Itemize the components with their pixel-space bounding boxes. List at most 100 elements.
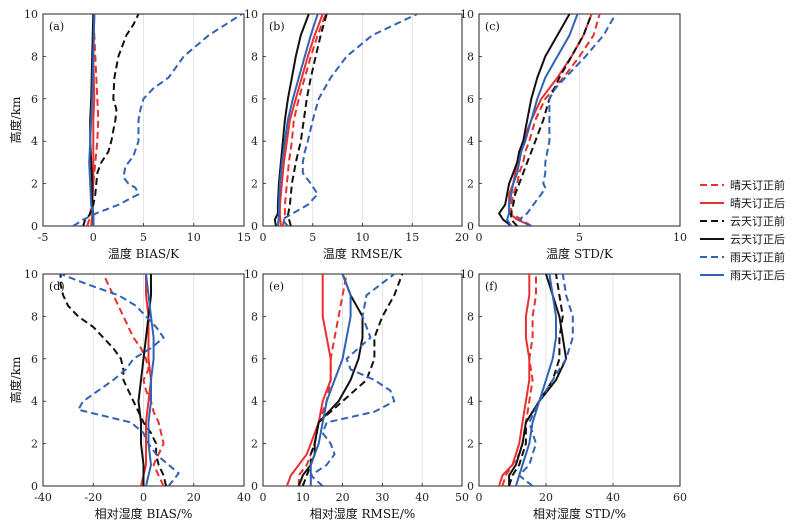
y-tick-label: 0 <box>251 480 258 493</box>
series-line-3 <box>82 13 140 227</box>
y-tick-label: 0 <box>31 220 38 233</box>
legend-label: 云天订正前 <box>730 214 785 228</box>
y-tick-label: 4 <box>31 135 38 148</box>
panel-label: (e) <box>269 280 284 293</box>
y-tick-label: 4 <box>251 395 258 408</box>
y-tick-label: 4 <box>467 135 474 148</box>
series-line-6 <box>506 13 579 227</box>
legend-label: 晴天订正前 <box>730 178 785 192</box>
legend-label: 雨天订正后 <box>730 269 785 282</box>
series-line-2 <box>285 274 332 487</box>
legend-entry: 云天订正后 <box>700 233 785 246</box>
legend-entry: 雨天订正后 <box>700 269 785 282</box>
series-line-3 <box>59 274 168 487</box>
y-tick-label: 6 <box>251 93 258 106</box>
y-tick-label: 6 <box>467 353 474 366</box>
series-line-4 <box>498 13 571 227</box>
x-axis-label: 相对湿度 BIAS/% <box>95 506 193 521</box>
panel-d: -40 -20 0 20 40 0 2 4 6 8 10 (d) 相对湿度 BIAS/% 高度/km <box>8 268 251 521</box>
series-line-5 <box>60 273 180 487</box>
x-tick-label: 20 <box>336 491 350 504</box>
x-tick-label: 0 <box>476 491 483 504</box>
panel-b: 0 5 10 15 20 0 2 4 6 8 10 (b) 温度 RMSE/K <box>244 8 469 261</box>
y-tick-label: 6 <box>251 353 258 366</box>
y-tick-label: 4 <box>31 395 38 408</box>
series-line-5 <box>518 273 574 487</box>
y-tick-label: 0 <box>251 220 258 233</box>
y-tick-label: 4 <box>467 395 474 408</box>
y-tick-label: 10 <box>460 268 474 281</box>
series-line-1 <box>281 13 327 227</box>
x-tick-label: 5 <box>140 231 147 244</box>
y-tick-label: 4 <box>251 135 258 148</box>
panel-label: (d) <box>49 280 65 293</box>
y-tick-label: 2 <box>251 438 258 451</box>
x-tick-label: 0 <box>140 491 147 504</box>
series-line-3 <box>286 13 328 227</box>
x-tick-label: 10 <box>356 231 370 244</box>
series-line-3 <box>301 273 404 487</box>
x-axis-label: 相对湿度 STD/% <box>533 506 626 521</box>
x-tick-label: 10 <box>296 491 310 504</box>
panel-label: (f) <box>485 280 498 293</box>
x-tick-label: 15 <box>405 231 419 244</box>
series-line-5 <box>280 13 418 227</box>
legend-label: 雨天订正前 <box>730 250 785 264</box>
x-tick-label: 10 <box>673 231 687 244</box>
series-line-5 <box>72 13 243 227</box>
panel-f: 0 20 40 60 0 2 4 6 8 10 (f) 相对湿度 STD/% <box>460 268 687 521</box>
y-tick-label: 8 <box>467 50 474 63</box>
y-tick-label: 10 <box>460 8 474 21</box>
x-tick-label: 15 <box>237 231 251 244</box>
x-tick-label: 40 <box>606 491 620 504</box>
legend-entry: 晴天订正前 <box>700 178 785 192</box>
x-tick-label: 40 <box>237 491 251 504</box>
y-tick-label: 0 <box>467 480 474 493</box>
y-tick-label: 0 <box>467 220 474 233</box>
series-line-2 <box>498 274 531 487</box>
y-axis-label: 高度/km <box>8 96 23 143</box>
x-tick-label: 60 <box>673 491 687 504</box>
x-tick-label: 0 <box>476 231 483 244</box>
y-tick-label: 10 <box>24 268 38 281</box>
panel-e: 0 10 20 30 40 50 0 2 4 6 8 10 (e) 相对湿度 RMSE/% <box>244 268 469 521</box>
y-tick-label: 8 <box>467 310 474 323</box>
x-tick-label: 10 <box>187 231 201 244</box>
legend-entry: 晴天订正后 <box>700 197 785 210</box>
legend-entry: 雨天订正前 <box>700 250 785 264</box>
plot-frame <box>262 273 463 487</box>
x-tick-label: 0 <box>90 231 97 244</box>
x-axis-label: 温度 BIAS/K <box>108 246 180 261</box>
panel-label: (c) <box>485 20 500 33</box>
plot-frame <box>478 273 681 487</box>
x-tick-label: 5 <box>576 231 583 244</box>
y-tick-label: 2 <box>251 178 258 191</box>
x-axis-label: 温度 STD/K <box>546 246 614 261</box>
y-tick-label: 10 <box>244 8 258 21</box>
y-tick-label: 6 <box>31 93 38 106</box>
x-axis-label: 相对湿度 RMSE/% <box>310 506 416 521</box>
y-tick-label: 6 <box>31 353 38 366</box>
series-line-1 <box>102 273 165 487</box>
panel-c: 0 5 10 0 2 4 6 8 10 (c) 温度 STD/K <box>460 8 687 261</box>
series-line-6 <box>276 13 319 227</box>
y-tick-label: 6 <box>467 93 474 106</box>
x-tick-label: 40 <box>415 491 429 504</box>
x-tick-label: 20 <box>539 491 553 504</box>
series-line-5 <box>309 273 396 487</box>
legend-label: 晴天订正后 <box>730 197 785 210</box>
x-axis-label: 温度 RMSE/K <box>323 246 403 261</box>
y-tick-label: 10 <box>24 8 38 21</box>
x-tick-label: 20 <box>455 231 469 244</box>
y-tick-label: 8 <box>251 310 258 323</box>
y-tick-label: 2 <box>31 438 38 451</box>
series-line-6 <box>309 273 352 486</box>
panel-label: (b) <box>269 20 285 33</box>
y-tick-label: 2 <box>467 438 474 451</box>
series-line-3 <box>510 13 593 227</box>
y-tick-label: 0 <box>31 480 38 493</box>
x-tick-label: 0 <box>260 231 267 244</box>
x-tick-label: 5 <box>309 231 316 244</box>
